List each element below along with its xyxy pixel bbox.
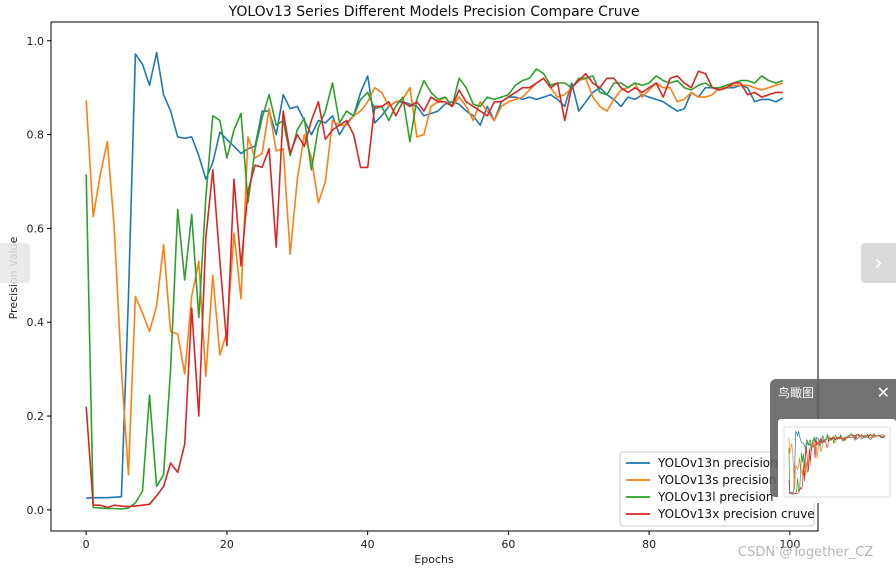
y-tick-label: 0.8 [27,129,45,142]
minimap-title: 鸟瞰图 [778,385,815,400]
x-axis-label: Epochs [414,553,454,566]
legend-entry: YOLOv13x precision cruve [657,507,815,521]
x-tick-label: 60 [501,538,515,551]
plot-area [50,21,819,532]
chart-title: YOLOv13 Series Different Models Precisio… [228,4,640,20]
prev-image-button[interactable] [0,243,30,283]
next-image-button[interactable]: › [861,243,896,283]
series-line-1 [86,51,784,499]
y-tick-label: 1.0 [27,35,45,48]
x-tick-label: 40 [361,538,375,551]
minimap-thumbnail-chart [783,426,891,498]
plot-frame [50,21,819,532]
x-tick-label: 100 [779,538,800,551]
y-tick-label: 0.2 [27,410,45,423]
x-tick-label: 20 [220,538,234,551]
series-line-3 [85,68,784,510]
minimap-series-line-4 [788,433,886,495]
x-tick-label: 80 [642,538,656,551]
x-tick-label: 0 [83,538,90,551]
minimap-header: 鸟瞰图 ✕ [770,379,896,405]
y-axis-ticks: 0.0 0.2 0.4 0.6 0.8 1.0 [27,35,51,517]
series-lines [85,51,784,510]
series-line-4 [85,70,783,509]
minimap-panel: 鸟瞰图 ✕ [770,379,896,503]
chevron-right-icon: › [874,250,883,276]
y-tick-label: 0.4 [27,316,45,329]
x-axis-ticks: 0 20 40 60 80 100 [83,531,800,551]
watermark: CSDN @Together_CZ [738,545,874,560]
y-tick-label: 0.6 [27,222,45,235]
minimap-series-line-1 [788,430,886,493]
minimap-thumbnail[interactable] [778,419,896,503]
close-icon[interactable]: ✕ [876,382,890,402]
minimap-frame [783,426,891,498]
y-tick-label: 0.0 [27,504,45,517]
